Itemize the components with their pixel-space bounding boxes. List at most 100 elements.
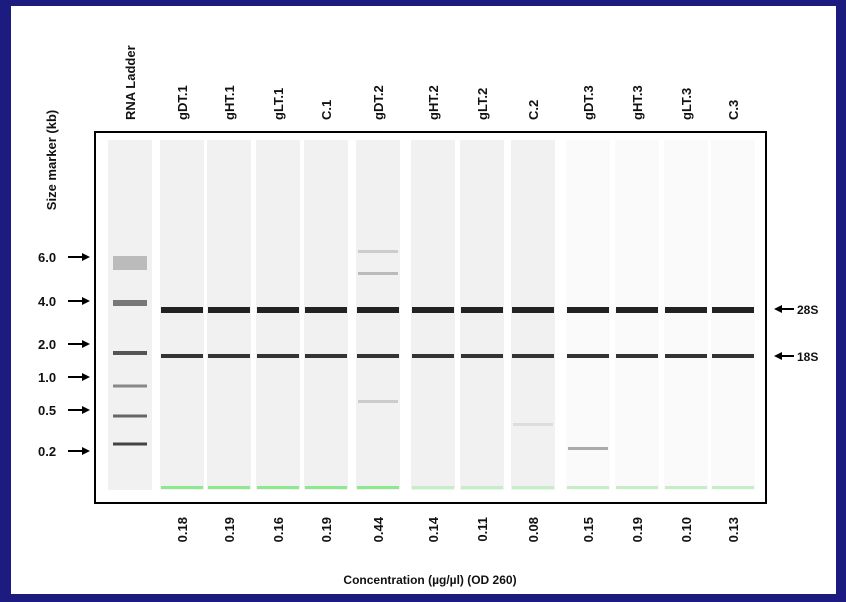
band-28s	[665, 307, 707, 313]
band-28s	[257, 307, 299, 313]
marker-line	[412, 486, 454, 489]
lane-label: gLT.3	[679, 88, 694, 120]
arrowhead	[82, 253, 90, 261]
lane-label: gHT.1	[222, 85, 237, 120]
arrowhead	[82, 406, 90, 414]
lane-label: gHT.2	[426, 85, 441, 120]
lane	[411, 140, 455, 490]
lane-label: C.3	[726, 100, 741, 120]
band-28s	[616, 307, 658, 313]
lane	[108, 140, 152, 490]
arrowhead	[82, 373, 90, 381]
band-18s	[305, 354, 347, 358]
band-18s	[357, 354, 399, 358]
concentration: 0.19	[319, 517, 334, 542]
marker-line	[567, 486, 609, 489]
lane	[460, 140, 504, 490]
lane-label: RNA Ladder	[123, 45, 138, 120]
band-18s	[665, 354, 707, 358]
lane-label: gDT.3	[581, 85, 596, 120]
marker-line	[665, 486, 707, 489]
concentration: 0.10	[679, 517, 694, 542]
band-18s	[161, 354, 203, 358]
concentration: 0.16	[271, 517, 286, 542]
arrowhead	[774, 305, 782, 313]
band-28s	[357, 307, 399, 313]
ladder-band	[113, 351, 147, 355]
band-18s	[512, 354, 554, 358]
arrowhead	[82, 447, 90, 455]
lane-label: C.2	[526, 100, 541, 120]
concentration: 0.14	[426, 516, 441, 542]
lane	[711, 140, 755, 490]
band-28s	[567, 307, 609, 313]
lane	[615, 140, 659, 490]
marker-line	[616, 486, 658, 489]
band-18s	[567, 354, 609, 358]
concentration: 0.13	[726, 517, 741, 542]
band-28s	[512, 307, 554, 313]
faint-band	[358, 400, 398, 403]
band-18s	[461, 354, 503, 358]
arrowhead	[774, 352, 782, 360]
lane	[356, 140, 400, 490]
gel	[108, 140, 755, 490]
band-label: 28S	[797, 303, 818, 317]
band-28s	[208, 307, 250, 313]
band-28s	[461, 307, 503, 313]
marker-line	[357, 486, 399, 489]
ladder-band	[113, 300, 147, 306]
concentration: 0.44	[371, 516, 386, 542]
faint-band	[358, 250, 398, 253]
lane	[304, 140, 348, 490]
band-28s	[412, 307, 454, 313]
arrowhead	[82, 340, 90, 348]
lane	[511, 140, 555, 490]
ladder-band	[113, 384, 147, 388]
concentration: 0.19	[630, 517, 645, 542]
band-18s	[412, 354, 454, 358]
marker-line	[161, 486, 203, 489]
concentration: 0.08	[526, 517, 541, 542]
band-18s	[208, 354, 250, 358]
faint-band	[358, 272, 398, 275]
size-marker: 2.0	[38, 337, 56, 352]
marker-line	[208, 486, 250, 489]
marker-line	[257, 486, 299, 489]
concentration: 0.15	[581, 517, 596, 542]
band-18s	[257, 354, 299, 358]
lane	[160, 140, 204, 490]
y-title: Size marker (kb)	[44, 110, 59, 210]
ladder-band	[113, 442, 147, 446]
lane-label: gHT.3	[630, 85, 645, 120]
x-title: Concentration (µg/µl) (OD 260)	[343, 573, 516, 587]
lane-label: gLT.2	[475, 88, 490, 120]
size-marker: 1.0	[38, 370, 56, 385]
lane	[566, 140, 610, 490]
lane-label: gDT.2	[371, 85, 386, 120]
band-18s	[616, 354, 658, 358]
lane-label: gLT.1	[271, 88, 286, 120]
concentration: 0.11	[475, 517, 490, 542]
marker-line	[512, 486, 554, 489]
ladder-band	[113, 256, 147, 270]
lane	[664, 140, 708, 490]
marker-line	[712, 486, 754, 489]
band-label: 18S	[797, 350, 818, 364]
ladder-band	[113, 414, 147, 418]
arrowhead	[82, 297, 90, 305]
lane	[256, 140, 300, 490]
marker-line	[461, 486, 503, 489]
faint-band	[513, 423, 553, 426]
size-marker: 0.2	[38, 444, 56, 459]
lane	[207, 140, 251, 490]
size-marker: 4.0	[38, 294, 56, 309]
marker-line	[305, 486, 347, 489]
faint-band	[568, 447, 608, 450]
lane-label: C.1	[319, 100, 334, 120]
concentration: 0.19	[222, 517, 237, 542]
concentration: 0.18	[175, 517, 190, 542]
band-28s	[305, 307, 347, 313]
